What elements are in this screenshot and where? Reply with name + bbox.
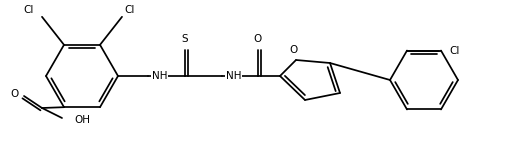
Text: Cl: Cl: [124, 5, 134, 15]
Text: S: S: [182, 34, 188, 44]
Text: Cl: Cl: [24, 5, 34, 15]
Text: Cl: Cl: [449, 46, 460, 56]
Text: NH: NH: [226, 71, 242, 81]
Text: O: O: [254, 34, 262, 44]
Text: O: O: [290, 45, 298, 55]
Text: NH: NH: [152, 71, 168, 81]
Text: O: O: [11, 89, 19, 99]
Text: OH: OH: [74, 115, 90, 125]
